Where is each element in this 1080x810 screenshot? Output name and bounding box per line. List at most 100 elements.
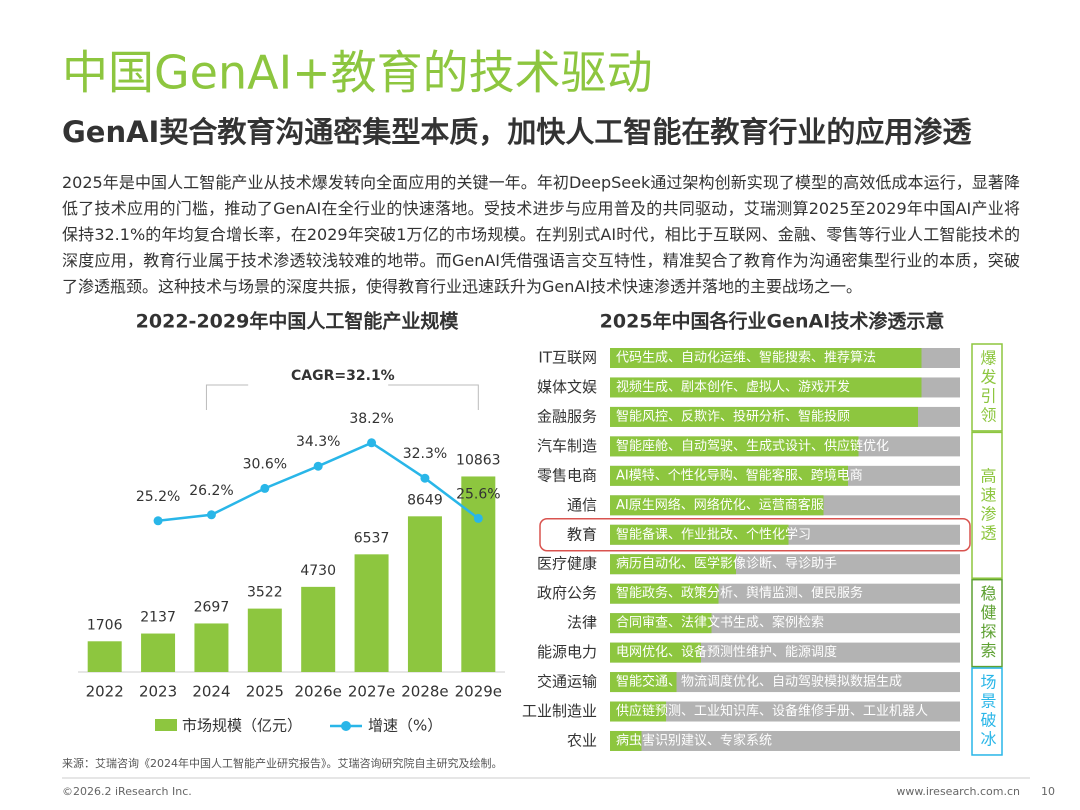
group-label: 稳健探索 (978, 585, 997, 661)
bar-text: 病历自动化、医学影像诊断、导诊助手 (616, 556, 837, 572)
line-point (313, 461, 323, 471)
bar-text: 智能交通、物流调度优化、自动驾驶模拟数据生成 (616, 674, 902, 690)
legend-swatch (155, 719, 177, 731)
group-box (971, 343, 1003, 432)
bar-text: 智能座舱、自动驾驶、生成式设计、供应链优化 (616, 438, 889, 454)
bar (194, 623, 229, 672)
group-box (971, 431, 1003, 579)
bar (610, 348, 922, 368)
row-label: 金融服务 (537, 407, 597, 425)
data-label: 3522 (247, 585, 283, 601)
bar-text: 智能备课、作业批改、个性化学习 (616, 526, 811, 542)
line-point (367, 438, 377, 448)
bar (610, 613, 712, 634)
x-tick-label: 2026e (294, 683, 341, 701)
group-box (971, 667, 1003, 756)
row-label: 媒体文娱 (537, 378, 597, 396)
row-label: 汽车制造 (537, 437, 597, 455)
paragraph: 2025年是中国人工智能产业从技术爆发转向全面应用的关键一年。年初DeepSee… (62, 173, 1020, 296)
line-point (153, 516, 163, 526)
bar-track (610, 730, 960, 751)
legend-label: 增速（%） (368, 717, 442, 735)
bar (407, 516, 442, 672)
data-label: 25.2% (136, 489, 180, 505)
row-label: 通信 (567, 496, 597, 514)
bar (610, 465, 848, 486)
data-label: 25.6% (456, 486, 500, 502)
row-label: 教育 (567, 525, 597, 543)
bar (610, 436, 859, 457)
bar (610, 730, 642, 751)
x-tick-label: 2025 (246, 683, 284, 701)
title: 中国GenAI+教育的技术驱动 (62, 46, 653, 100)
bar (610, 672, 677, 693)
copyright: ©2026.2 iResearch Inc. (62, 785, 192, 798)
x-tick-label: 2028e (401, 683, 448, 701)
legend-swatch (341, 721, 351, 731)
subtitle: GenAI契合教育沟通密集型本质，加快人工智能在教育行业的应用渗透 (62, 115, 972, 149)
bar-text: 电网优化、设备预测性维护、能源调度 (616, 644, 837, 660)
x-tick-label: 2023 (139, 683, 177, 701)
chart-title: 2025年中国各行业GenAI技术渗透示意 (600, 310, 945, 333)
highlight (539, 518, 971, 552)
bar-text: AI模特、个性化导购、智能客服、跨境电商 (616, 467, 863, 483)
source: 来源：艾瑞咨询《2024年中国人工智能产业研究报告》。艾瑞咨询研究院自主研究及绘… (62, 756, 503, 770)
data-label: 34.3% (296, 434, 340, 450)
line-point (473, 513, 483, 523)
bracket-gap (248, 374, 389, 396)
site: www.iresearch.com.cn (896, 785, 1020, 798)
x-tick-label: 2024 (192, 683, 230, 701)
bar (610, 701, 666, 722)
bar (301, 586, 336, 672)
data-label: 26.2% (189, 483, 233, 499)
x-tick-label: 2027e (348, 683, 395, 701)
row-label: 零售电商 (537, 466, 597, 484)
bar-text: 病虫害识别建议、专家系统 (616, 732, 772, 748)
row-label: 医疗健康 (537, 555, 597, 573)
bar (610, 524, 789, 545)
bar (247, 608, 282, 672)
bar-text: AI原生网络、网络优化、运营商客服 (616, 497, 824, 513)
bar (354, 554, 389, 672)
bar (610, 495, 824, 516)
data-label: 10863 (456, 452, 501, 468)
data-label: 30.6% (243, 456, 287, 472)
row-label: 法律 (567, 614, 597, 632)
line-point (206, 510, 216, 520)
x-tick-label: 2022 (86, 683, 124, 701)
bar (461, 476, 496, 672)
data-label: 4730 (300, 563, 336, 579)
group-label: 高速渗透 (978, 467, 997, 543)
bar-text: 智能政务、政策分析、舆情监测、便民服务 (616, 585, 863, 601)
bar (141, 633, 176, 672)
group-label: 场景破冰 (978, 674, 997, 750)
bar (610, 583, 719, 604)
legend-label: 市场规模（亿元） (182, 717, 302, 735)
data-label: 32.3% (403, 446, 447, 462)
group-label: 爆发引领 (978, 349, 997, 426)
data-label: 2137 (140, 610, 176, 626)
bar (87, 641, 122, 672)
annotation: CAGR=32.1% (291, 368, 395, 384)
chart-title: 2022-2029年中国人工智能产业规模 (136, 310, 460, 333)
bar (610, 642, 701, 663)
bar-text: 合同审查、法律文书生成、案例检索 (616, 616, 824, 631)
bar (610, 406, 918, 427)
data-label: 6537 (354, 530, 390, 546)
group-box (971, 578, 1003, 668)
line-point (260, 483, 270, 493)
row-label: 农业 (567, 731, 597, 749)
bar (610, 377, 922, 398)
bar-text: 供应链预测、工业知识库、设备维修手册、工业机器人 (616, 703, 928, 719)
data-label: 2697 (194, 599, 230, 615)
bar-track (610, 672, 960, 693)
bar-text: 智能风控、反欺诈、投研分析、智能投顾 (616, 408, 850, 424)
x-tick-label: 2029e (455, 683, 502, 701)
line-point (420, 473, 430, 483)
data-label: 8649 (407, 492, 443, 508)
row-label: 政府公务 (537, 584, 597, 602)
data-label: 1706 (87, 617, 123, 633)
bar (610, 554, 736, 575)
